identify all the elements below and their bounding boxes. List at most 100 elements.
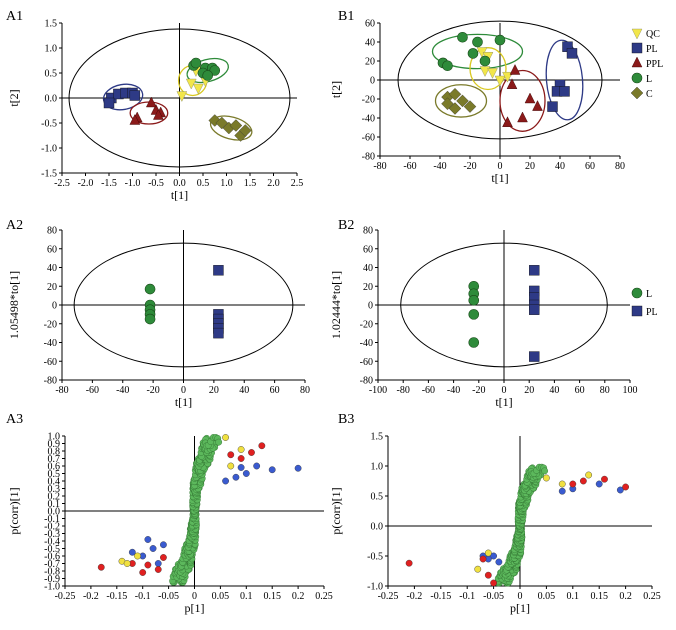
y-tick-label: -60: [362, 133, 375, 144]
point-ppl: [502, 116, 513, 127]
legend-marker-qc: [631, 28, 643, 40]
y-tick-label: 1.0: [45, 44, 58, 55]
x-tick-label: -0.2: [406, 591, 422, 602]
point-red: [97, 563, 105, 571]
point-l: [468, 295, 480, 306]
x-tick-label: 0.05: [212, 591, 230, 602]
point-red: [154, 566, 162, 573]
point-pl: [559, 86, 570, 97]
y-tick-label: 80: [363, 226, 373, 237]
point-yellow: [123, 560, 131, 567]
point-yellow: [227, 462, 235, 470]
x-tick-label: 80: [300, 385, 310, 396]
point-c: [239, 124, 252, 137]
point-yellow: [134, 552, 141, 560]
x-tick-label: 0: [498, 161, 503, 172]
y-axis-label: 1.05498*to[1]: [7, 271, 21, 339]
x-tick-label: 100: [623, 385, 638, 396]
y-tick-label: -20: [360, 319, 373, 330]
legend-marker-pl: [631, 42, 643, 54]
x-tick-label: -0.05: [158, 591, 179, 602]
x-tick-label: 40: [549, 385, 559, 396]
point-l: [144, 283, 156, 295]
x-tick-label: 0.05: [538, 591, 556, 602]
panel-label: B3: [338, 412, 354, 427]
point-ppl: [506, 78, 518, 89]
y-tick-label: -0.2: [44, 522, 60, 533]
y-tick-label: 20: [47, 282, 57, 293]
x-tick-label: -80: [55, 385, 68, 396]
hotelling-ellipse: [397, 20, 603, 140]
y-tick-label: -0.3: [44, 529, 60, 540]
point-pl: [103, 97, 115, 109]
panel-a3: A3 -0.25 -0.2 -0.15 -0.1 -0.05 0 0.05 0.1 0.15 0.2…: [6, 412, 333, 615]
point-l: [472, 36, 483, 48]
y-tick-label: 0.1: [48, 499, 61, 510]
x-tick-label: -0.15: [106, 591, 127, 602]
point-c: [463, 100, 477, 113]
point-red: [144, 561, 152, 569]
x-tick-label: 0.2: [292, 591, 305, 602]
y-tick-label: -0.7: [44, 559, 60, 570]
point-red: [622, 483, 629, 491]
x-axis-label: p[1]: [510, 601, 530, 615]
panel-b1: B1 -80 -60 -40 -20 0 20 40 60 80 60 40 20 0 -20 -40 -60 -…: [329, 9, 663, 185]
x-tick-label: 80: [600, 385, 610, 396]
legend-label: L: [646, 74, 652, 85]
x-tick-label: 0.5: [197, 178, 210, 189]
y-tick-label: 0.0: [371, 522, 384, 533]
x-tick-label: 1.0: [220, 178, 233, 189]
point-pl: [213, 265, 224, 276]
x-tick-label: -2.0: [78, 178, 94, 189]
x-tick-label: 0: [518, 591, 523, 602]
y-tick-label: -0.9: [44, 574, 60, 585]
group-ellipse: [469, 47, 507, 91]
y-tick-label: -0.5: [367, 552, 383, 563]
point-blue: [253, 462, 261, 470]
panel-label: A1: [6, 9, 23, 24]
point-yellow: [558, 480, 566, 488]
point-red: [569, 480, 577, 488]
point-yellow: [474, 565, 482, 573]
panel-label: A3: [6, 412, 23, 427]
y-tick-label: -40: [44, 338, 57, 349]
y-tick-label: -0.4: [44, 537, 60, 548]
point-red: [248, 449, 255, 456]
y-tick-label: -40: [360, 338, 373, 349]
x-tick-label: -0.25: [378, 591, 399, 602]
point-blue: [268, 466, 276, 474]
y-tick-label: -1.0: [41, 144, 57, 155]
legend-marker-l: [631, 72, 643, 84]
x-tick-label: 0.15: [590, 591, 608, 602]
y-tick-label: 60: [363, 244, 373, 255]
y-tick-label: 60: [47, 244, 57, 255]
point-red: [579, 477, 587, 485]
y-tick-label: 0.0: [48, 507, 61, 518]
x-tick-label: -60: [422, 385, 435, 396]
y-axis-label: t[2]: [329, 81, 343, 98]
panel-label: A2: [6, 218, 23, 233]
point-blue: [616, 486, 624, 494]
legend-label: PPL: [646, 59, 663, 70]
y-tick-label: 1.0: [48, 432, 61, 443]
x-tick-label: -40: [116, 385, 129, 396]
y-tick-label: -1.0: [44, 582, 60, 593]
x-tick-label: -0.2: [83, 591, 99, 602]
point-pl: [529, 265, 540, 276]
point-pl: [529, 351, 540, 362]
point-blue: [242, 470, 250, 477]
x-tick-label: 40: [555, 161, 565, 172]
legend-label: PL: [646, 307, 658, 318]
point-ppl: [145, 96, 157, 108]
point-l: [468, 337, 480, 348]
x-tick-label: 20: [524, 385, 534, 396]
legend: QC PL PPL LC: [630, 28, 663, 100]
x-tick-label: -0.05: [483, 591, 504, 602]
y-tick-label: 0.4: [48, 477, 61, 488]
point-blue: [144, 536, 152, 543]
y-tick-label: -20: [362, 95, 375, 106]
point-red: [490, 579, 497, 587]
y-tick-label: 0.2: [48, 492, 61, 503]
y-tick-label: 0.6: [48, 462, 61, 473]
loading-point-green: [541, 467, 549, 475]
